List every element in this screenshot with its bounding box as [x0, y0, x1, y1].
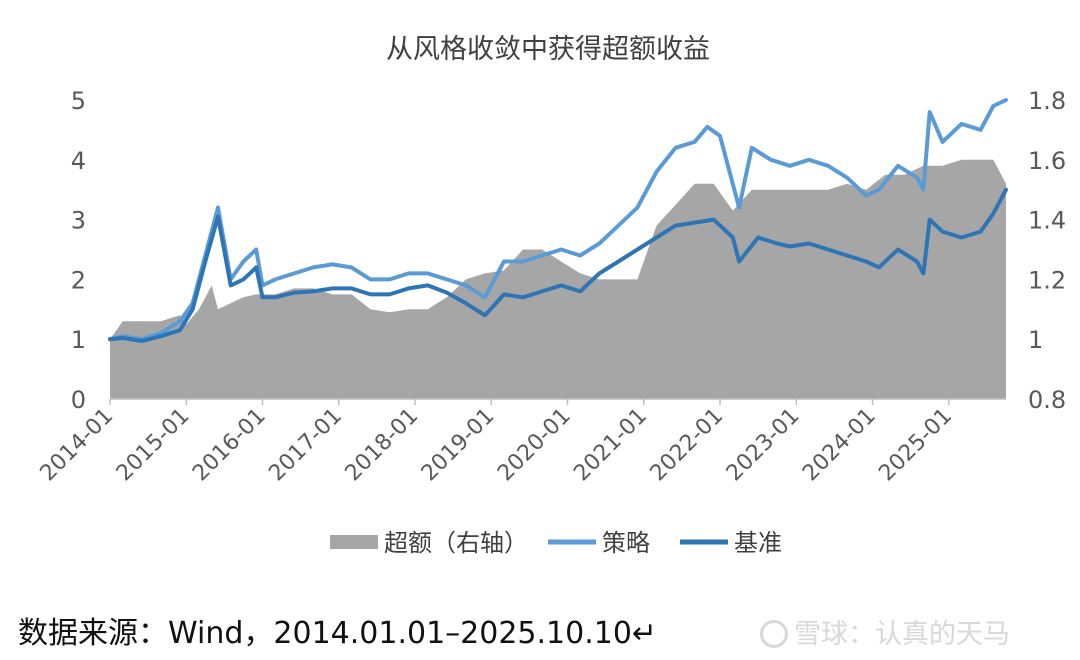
legend-label-2: 基准 [734, 529, 782, 557]
right-tick-label-1: 1 [1028, 326, 1043, 354]
chart-title: 从风格收敛中获得超额收益 [386, 34, 710, 65]
snowball-logo-icon [760, 620, 788, 648]
chart: 从风格收敛中获得超额收益 0 1 2 3 4 5 0.8 1 1.2 1.4 1.6 1.8 2014-… [36, 34, 1067, 557]
right-tick-label-2: 1.2 [1028, 266, 1066, 294]
x-tick-label-1: 2015-01 [112, 404, 195, 487]
left-tick-label-4: 4 [71, 147, 86, 175]
x-tick-label-3: 2017-01 [264, 404, 347, 487]
x-tick-label-2: 2016-01 [188, 404, 271, 487]
right-tick-label-4: 1.6 [1028, 147, 1066, 175]
series-area-excess [110, 159, 1006, 399]
x-tick-label-5: 2019-01 [417, 404, 500, 487]
series-line-1 [108, 98, 1008, 342]
x-tick-label-7: 2021-01 [569, 404, 652, 487]
x-tick-label-10: 2024-01 [798, 404, 881, 487]
legend-label-1: 策略 [602, 529, 650, 557]
right-tick-label-3: 1.4 [1028, 207, 1066, 235]
series-line-2 [108, 187, 1008, 343]
right-tick-label-5: 1.8 [1028, 87, 1066, 115]
legend-label-0: 超额（右轴） [384, 529, 528, 557]
watermark: 雪球：认真的天马 [760, 612, 1010, 651]
legend: 超额（右轴） 策略 基准 [330, 529, 782, 557]
x-tick-label-0: 2014-01 [36, 404, 119, 487]
left-tick-label-0: 0 [71, 386, 86, 414]
x-tick-label-4: 2018-01 [341, 404, 424, 487]
x-tick-label-9: 2023-01 [722, 404, 805, 487]
x-tick-label-6: 2020-01 [493, 404, 576, 487]
left-tick-label-1: 1 [71, 326, 86, 354]
x-tick-label-8: 2022-01 [646, 404, 729, 487]
watermark-text: 雪球：认真的天马 [794, 619, 1010, 650]
legend-swatch-0 [330, 535, 378, 549]
left-tick-label-3: 3 [71, 207, 86, 235]
plot-area: 0 1 2 3 4 5 0.8 1 1.2 1.4 1.6 1.8 2014-012015-012016… [36, 87, 1067, 486]
right-tick-label-0: 0.8 [1028, 386, 1066, 414]
x-tick-label-11: 2025-01 [874, 404, 957, 487]
left-tick-label-2: 2 [71, 266, 86, 294]
left-tick-label-5: 5 [71, 87, 86, 115]
data-source-note: 数据来源：Wind，2014.01.01–2025.10.10↵ [18, 616, 658, 651]
